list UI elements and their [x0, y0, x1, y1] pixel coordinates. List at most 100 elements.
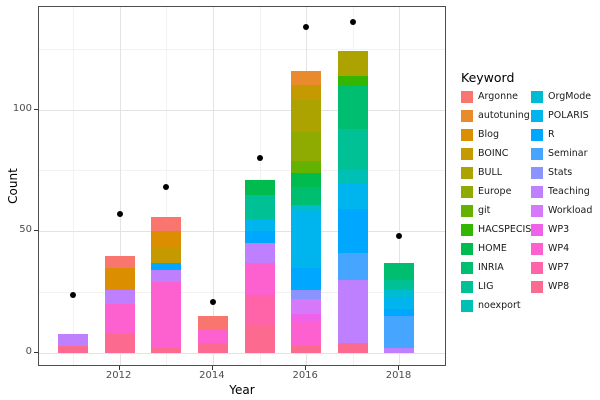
legend-label-HACSPECIS: HACSPECIS: [478, 224, 532, 235]
legend-label-HOME: HOME: [478, 243, 507, 254]
x-tick-label: 2012: [105, 370, 132, 381]
legend-swatch-BULL: [461, 167, 473, 179]
legend-label-WP8: WP8: [548, 281, 570, 292]
legend-entry-OrgMode: OrgMode: [531, 91, 600, 103]
y-tick-label: 50: [19, 224, 32, 236]
legend-swatch-Argonne: [461, 91, 473, 103]
bar-segment-POLARIS-2015: [244, 219, 275, 232]
legend-label-noexport: noexport: [478, 300, 521, 311]
gridline-y-minor: [39, 48, 445, 50]
bar-segment-Europe-2016: [291, 131, 322, 161]
bar-segment-WP4-2016: [291, 321, 322, 346]
bar-segment-BOINC-2016: [291, 85, 322, 100]
legend-swatch-WP7: [531, 262, 543, 274]
bar-segment-Argonne-2012: [104, 255, 135, 268]
legend-entry-BULL: BULL: [461, 167, 531, 179]
bar-segment-Argonne-2013: [151, 216, 182, 232]
bar-segment-WP4-2013: [151, 282, 182, 349]
data-point-2013: [163, 184, 170, 191]
gridline-y-minor: [39, 170, 445, 172]
legend-swatch-R: [531, 129, 543, 141]
legend-swatch-noexport: [461, 300, 473, 312]
gridline-x-major: [119, 7, 121, 365]
legend-label-Blog: Blog: [478, 129, 499, 140]
bar-segment-WP8-2016: [291, 345, 322, 353]
bar-segment-Teaching-2018: [384, 348, 415, 353]
legend-label-OrgMode: OrgMode: [548, 91, 592, 102]
legend-entry-INRIA: INRIA: [461, 262, 531, 274]
legend-swatch-Workload: [531, 205, 543, 217]
legend-entry-R: R: [531, 129, 600, 141]
legend-swatch-Teaching: [531, 186, 543, 198]
legend-label-Stats: Stats: [548, 167, 573, 178]
bar-segment-WP4-2014: [197, 328, 228, 344]
bar-segment-OrgMode-2016: [291, 204, 322, 212]
gridline-x-major: [399, 7, 401, 365]
legend-label-Teaching: Teaching: [548, 186, 590, 197]
data-point-2014: [209, 298, 216, 305]
bar-segment-git-2016: [291, 160, 322, 173]
bar-segment-WP8-2017: [337, 343, 368, 353]
legend-swatch-autotuning: [461, 110, 473, 122]
bar-segment-BOINC-2013: [151, 248, 182, 263]
x-tick-label: 2018: [385, 370, 412, 381]
legend-swatch-WP3: [531, 224, 543, 236]
legend-swatch-Blog: [461, 129, 473, 141]
gridline-y-minor: [39, 292, 445, 294]
legend-entry-HOME: HOME: [461, 243, 531, 255]
bar-segment-BULL-2017: [337, 51, 368, 76]
legend: Keyword Argonne autotuning Blog BOINC BULL Eu…: [461, 70, 600, 319]
bar-segment-Blog-2013: [151, 231, 182, 249]
bar-segment-OrgMode-2018: [384, 289, 415, 297]
legend-label-Seminar: Seminar: [548, 148, 588, 159]
legend-label-BULL: BULL: [478, 167, 503, 178]
bar-segment-Teaching-2011: [58, 333, 88, 346]
y-tick: [34, 230, 38, 232]
legend-entry-Argonne: Argonne: [461, 91, 531, 103]
legend-swatch-INRIA: [461, 262, 473, 274]
legend-label-R: R: [548, 129, 555, 140]
bar-segment-INRIA-2018: [384, 262, 415, 280]
legend-swatch-Stats: [531, 167, 543, 179]
legend-label-autotuning: autotuning: [478, 110, 530, 121]
legend-label-git: git: [478, 205, 491, 216]
bar-segment-LIG-2015: [244, 194, 275, 220]
legend-swatch-WP8: [531, 281, 543, 293]
bar-segment-R-2015: [244, 231, 275, 244]
bar-segment-HACSPECIS-2017: [337, 75, 368, 86]
bar-segment-Stats-2016: [291, 289, 322, 300]
bar-segment-Teaching-2015: [244, 243, 275, 263]
bar-segment-R-2013: [151, 262, 182, 271]
y-tick: [34, 352, 38, 353]
bar-segment-Argonne-2014: [197, 316, 228, 329]
legend-columns: Argonne autotuning Blog BOINC BULL Europe git H…: [461, 91, 600, 319]
plot-panel: [38, 6, 446, 366]
x-tick-label: 2014: [199, 370, 225, 381]
bar-segment-Teaching-2017: [337, 279, 368, 344]
gridline-y-major: [39, 109, 445, 111]
legend-swatch-OrgMode: [531, 91, 543, 103]
legend-entry-WP3: WP3: [531, 224, 600, 236]
bar-segment-autotuning-2016: [291, 70, 322, 86]
legend-entry-autotuning: autotuning: [461, 110, 531, 122]
legend-swatch-git: [461, 205, 473, 217]
bar-segment-R-2016: [291, 267, 322, 290]
legend-entry-git: git: [461, 205, 531, 217]
legend-entry-WP4: WP4: [531, 243, 600, 255]
data-point-2011: [70, 291, 76, 298]
y-tick: [34, 108, 38, 110]
bar-segment-Seminar-2018: [384, 316, 415, 349]
bar-segment-Blog-2012: [104, 267, 135, 290]
gridline-x-major: [212, 7, 214, 365]
bar-segment-WP8-2015: [244, 326, 275, 353]
bar-segment-WP3-2016: [291, 314, 322, 322]
legend-swatch-Seminar: [531, 148, 543, 160]
bar-segment-BULL-2016: [291, 99, 322, 132]
legend-title: Keyword: [461, 70, 515, 85]
bar-segment-noexport-2017: [337, 170, 368, 183]
bar-segment-LIG-2018: [384, 279, 415, 290]
legend-entry-WP7: WP7: [531, 262, 600, 274]
y-tick-label: 100: [12, 102, 32, 114]
bar-segment-HOME-2016: [291, 172, 322, 188]
legend-entry-Teaching: Teaching: [531, 186, 600, 198]
